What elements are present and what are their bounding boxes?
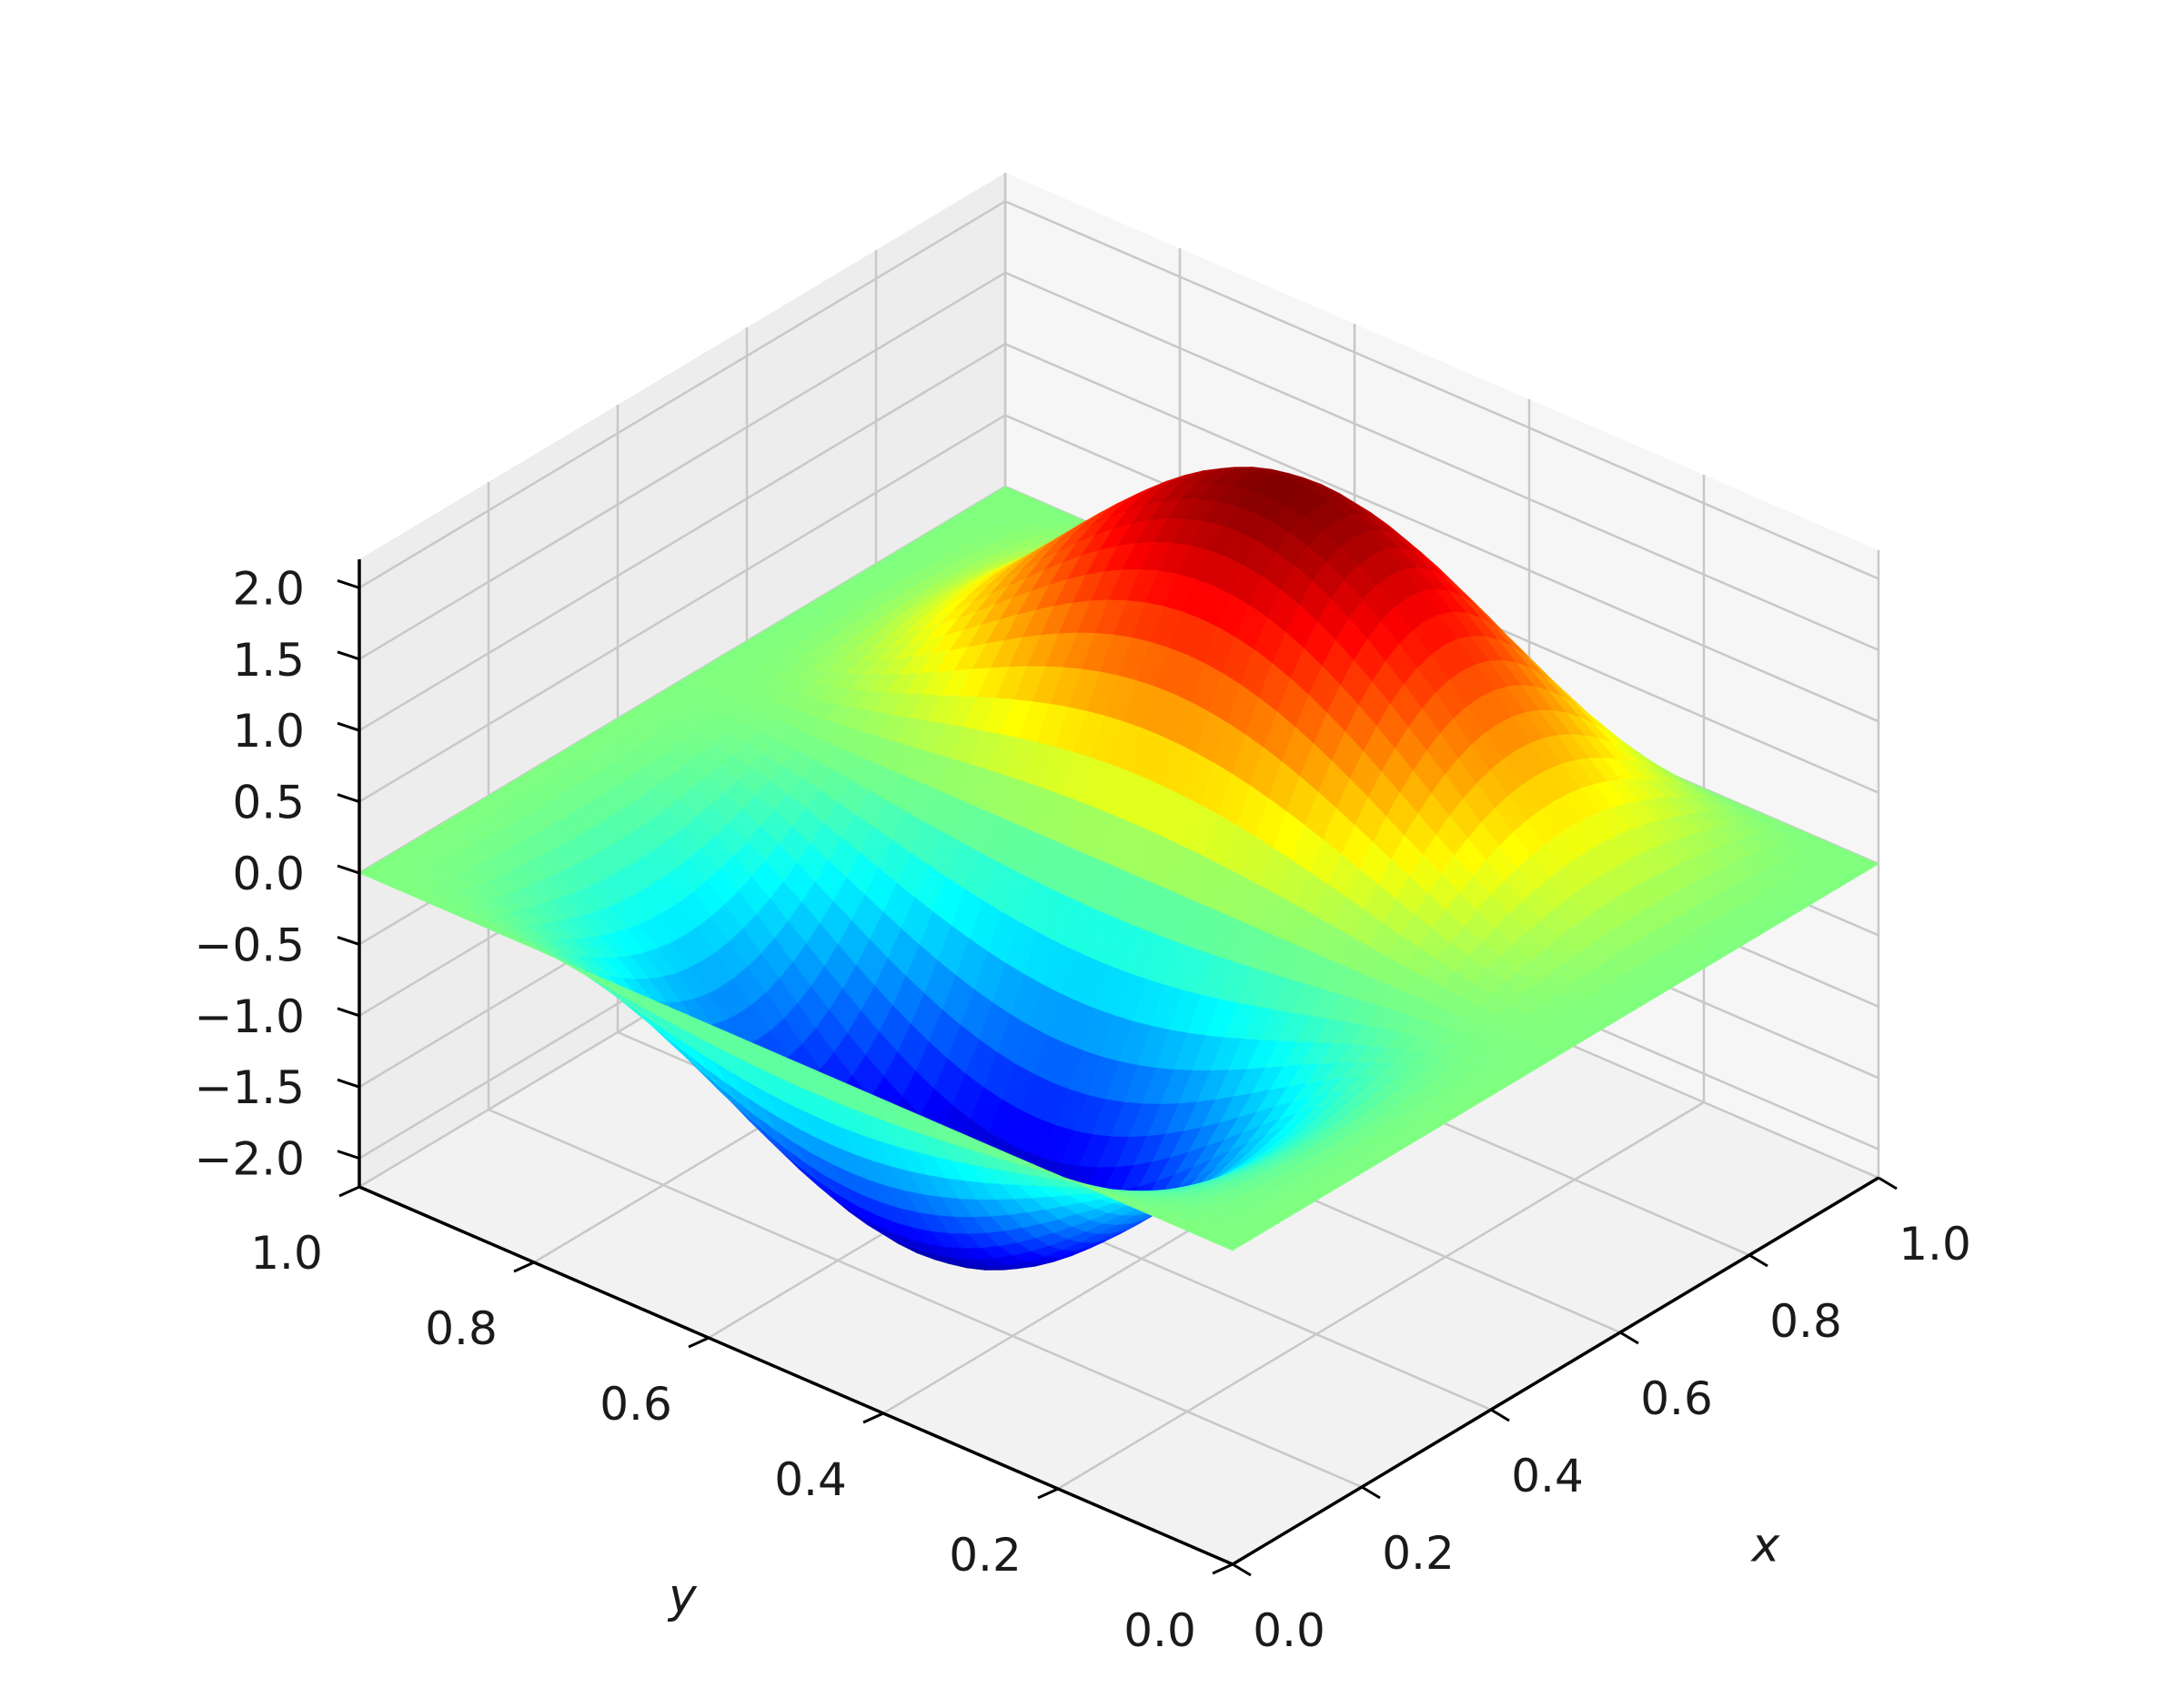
y-tick [1037,1487,1059,1500]
x-tick [1232,1562,1252,1577]
grid-line [1004,343,1879,723]
x-tick-label: 0.0 [1253,1604,1325,1657]
x-axis-line [1232,1176,1879,1566]
x-tick [1490,1408,1510,1422]
x-tick-label: 1.0 [1899,1218,1971,1271]
y-tick-label: 0.8 [425,1302,498,1355]
z-tick [337,935,360,946]
z-tick-label: −0.5 [195,919,305,971]
y-tick [338,1185,360,1198]
y-tick [688,1336,710,1349]
z-tick-label: −2.0 [195,1133,305,1186]
axis-labels: x y [667,1518,1781,1623]
x-tick-label: 0.6 [1640,1372,1713,1425]
x-tick-label: 0.4 [1511,1450,1584,1502]
z-tick [337,1078,360,1089]
grid-line [488,1108,1363,1489]
y-tick-label: 0.4 [774,1453,847,1506]
z-tick [337,864,360,875]
y-tick-label: 0.2 [949,1529,1022,1582]
x-tick [1878,1176,1898,1191]
grid-line [358,343,1006,732]
y-axis-label: y [667,1570,698,1624]
y-tick-label: 1.0 [250,1227,323,1280]
grid-line [358,200,1006,589]
y-tick-label: 0.0 [1123,1604,1196,1657]
y-tick [862,1412,884,1424]
x-tick-label: 0.8 [1769,1295,1842,1348]
z-tick [337,1150,360,1160]
x-tick [1361,1485,1381,1500]
surface-mesh [358,467,1879,1271]
z-tick [337,721,360,732]
y-tick [513,1261,535,1273]
z-tick-label: 2.0 [232,562,305,615]
grid-line [358,271,1006,660]
x-tick-label: 0.2 [1382,1527,1455,1580]
axis-ticks: 0.0 0.2 0.4 0.6 0.8 1.0 0.0 0.2 0.4 0.6 0.8 1.0 −2.0… [195,562,1971,1657]
z-tick [337,1007,360,1018]
grid-line [1004,200,1879,580]
z-tick-label: −1.0 [195,990,305,1043]
y-tick [1212,1562,1234,1575]
x-tick [1748,1253,1768,1268]
x-axis-label: x [1750,1518,1781,1572]
z-tick [337,578,360,589]
y-tick-label: 0.6 [599,1378,672,1431]
surface-patch [1214,1234,1247,1251]
x-tick [1619,1331,1639,1345]
z-tick [337,650,360,661]
grid-line [1057,1100,1705,1491]
z-tick-label: −1.5 [195,1061,305,1114]
z-tick-label: 0.0 [232,848,305,900]
grid-line [358,414,1006,803]
y-axis-line [358,1185,1234,1566]
z-tick-label: 1.5 [232,634,305,687]
grid-line [1004,271,1879,651]
z-tick-label: 1.0 [232,705,305,758]
z-tick-label: 0.5 [232,777,305,829]
z-tick [337,793,360,804]
